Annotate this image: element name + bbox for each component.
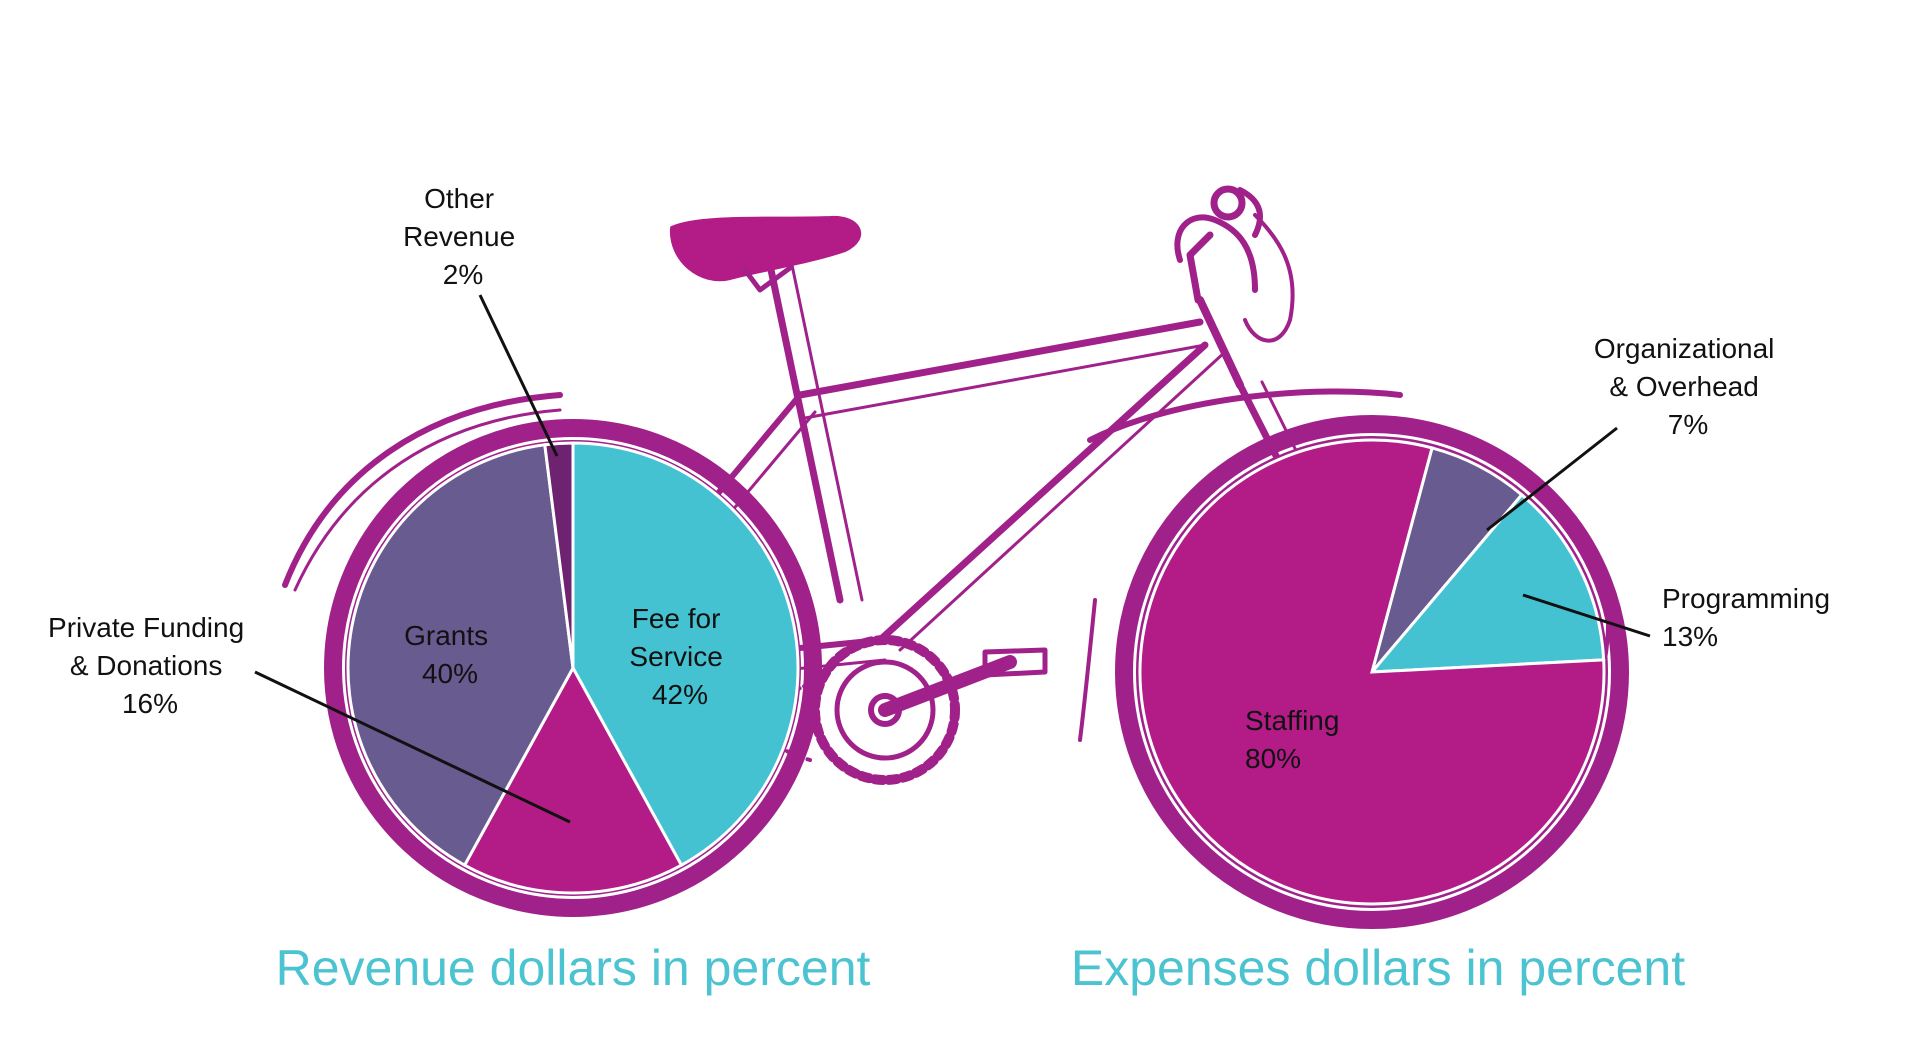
revenue-labels: Other Revenue 2% Grants 40% Fee for Serv…: [48, 183, 730, 719]
revenue-title: Revenue dollars in percent: [276, 940, 871, 996]
expenses-title: Expenses dollars in percent: [1071, 940, 1685, 996]
expenses-slice-1: [1368, 492, 1606, 674]
label-grants: Grants 40%: [404, 620, 496, 689]
label-other-revenue: Other Revenue 2%: [403, 183, 523, 290]
revenue-slice-1: [462, 664, 684, 895]
label-staffing: Staffing 80%: [1245, 705, 1347, 774]
leader-line-programming: [1522, 593, 1651, 638]
leader-line-organizational: [1486, 426, 1618, 532]
expenses-labels: Organizational & Overhead 7% Programming…: [1245, 333, 1838, 774]
expenses-slice-2: [1138, 438, 1606, 906]
revenue-slice-3: [543, 441, 575, 669]
leader-line-other-revenue: [478, 294, 559, 457]
leader-line-private-funding: [254, 670, 571, 824]
label-programming: Programming 13%: [1662, 583, 1838, 652]
label-private-funding: Private Funding & Donations 16%: [48, 612, 252, 719]
revenue-slice-0: [571, 441, 800, 868]
leader-lines: [254, 294, 1651, 824]
label-organizational: Organizational & Overhead 7%: [1594, 333, 1782, 440]
revenue-pie: [346, 441, 800, 895]
label-fee-for-service: Fee for Service 42%: [629, 603, 730, 710]
expenses-pie: [1138, 438, 1606, 906]
expenses-slice-0: [1370, 446, 1524, 673]
front-wheel-icon: [1115, 415, 1629, 929]
revenue-slice-2: [346, 443, 575, 868]
